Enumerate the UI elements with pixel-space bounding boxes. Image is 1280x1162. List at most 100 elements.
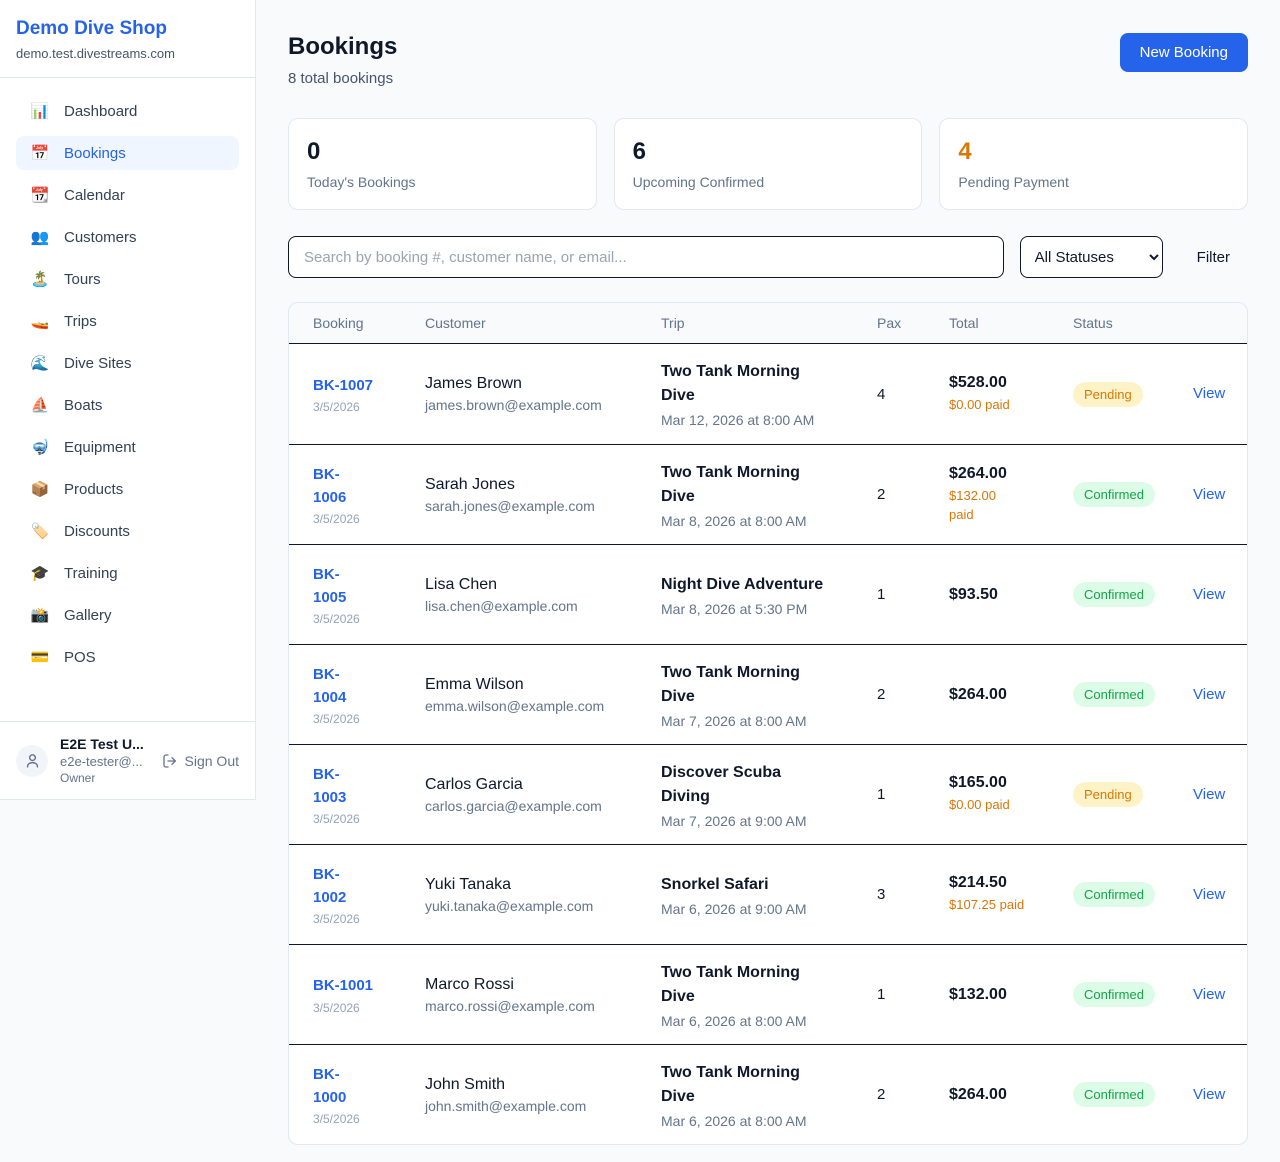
sidebar-item-label: POS — [64, 648, 96, 666]
user-email: e2e-tester@... — [60, 754, 143, 769]
log-out-icon — [162, 753, 176, 768]
customer-name: Sarah Jones — [425, 475, 515, 493]
column-header-booking: Booking — [313, 315, 364, 331]
view-link[interactable]: View — [1193, 785, 1226, 803]
booking-number-link[interactable]: BK- 1004 — [313, 665, 347, 706]
page-title: Bookings — [288, 33, 398, 60]
status-cell: Confirmed — [1073, 682, 1193, 707]
stat-label: Today's Bookings — [307, 174, 416, 190]
customer-name: Marco Rossi — [425, 975, 514, 993]
filter-button[interactable]: Filter — [1179, 249, 1248, 266]
booking-number-link[interactable]: BK- 1003 — [313, 765, 347, 806]
column-header-customer: Customer — [425, 315, 486, 331]
brand-name: Demo Dive Shop — [16, 18, 167, 39]
sidebar-item[interactable]: 📆 Calendar — [16, 178, 239, 212]
customer-name: Carlos Garcia — [425, 775, 523, 793]
status-cell: Pending — [1073, 782, 1193, 807]
stat-label: Upcoming Confirmed — [632, 174, 765, 190]
sidebar-item[interactable]: 🚤 Trips — [16, 304, 239, 338]
sidebar-item[interactable]: 💳 POS — [16, 640, 239, 674]
booking-date: 3/5/2026 — [313, 512, 360, 527]
booking-number-link[interactable]: BK-1007 — [313, 376, 374, 394]
status-cell: Pending — [1073, 381, 1193, 407]
sidebar-item[interactable]: 🤿 Equipment — [16, 430, 239, 464]
trip-cell: Two Tank Morning Dive Mar 8, 2026 at 8:0… — [661, 461, 877, 529]
sidebar-item[interactable]: 🎓 Training — [16, 556, 239, 590]
customer-name: Yuki Tanaka — [425, 875, 511, 893]
sidebar-item[interactable]: 📅 Bookings — [16, 136, 239, 170]
diving-mask-icon: 🤿 — [30, 439, 50, 456]
trip-time: Mar 7, 2026 at 9:00 AM — [661, 812, 807, 829]
sign-out-button[interactable]: Sign Out — [162, 753, 239, 769]
status-badge: Pending — [1073, 782, 1143, 807]
view-link[interactable]: View — [1193, 385, 1226, 402]
sidebar-item[interactable]: 👥 Customers — [16, 220, 239, 254]
pax-cell: 2 — [877, 1086, 886, 1103]
sidebar-item[interactable]: 🏝️ Tours — [16, 262, 239, 296]
stats-cards: 0 Today's Bookings 6 Upcoming Confirmed … — [288, 118, 1248, 210]
table-row: BK- 1005 3/5/2026 Lisa Chen lisa.chen@ex… — [289, 544, 1247, 644]
trip-time: Mar 6, 2026 at 9:00 AM — [661, 900, 807, 917]
brand: Demo Dive Shop demo.test.divestreams.com — [0, 0, 255, 78]
booking-cell: BK- 1004 3/5/2026 — [313, 663, 425, 727]
sidebar-item[interactable]: 🏷️ Discounts — [16, 514, 239, 548]
search-input[interactable] — [288, 236, 1004, 278]
total-amount: $132.00 — [949, 985, 1007, 1003]
customer-cell: Carlos Garcia carlos.garcia@example.com — [425, 776, 661, 814]
customer-name: James Brown — [425, 375, 522, 392]
table-row: BK- 1000 3/5/2026 John Smith john.smith@… — [289, 1044, 1247, 1144]
sidebar: Demo Dive Shop demo.test.divestreams.com… — [0, 0, 256, 800]
actions-cell: View — [1193, 986, 1231, 1004]
sidebar-item-label: Equipment — [64, 438, 136, 456]
tag-icon: 🏷️ — [30, 523, 50, 540]
sidebar-item[interactable]: 🌊 Dive Sites — [16, 346, 239, 380]
table-row: BK- 1003 3/5/2026 Carlos Garcia carlos.g… — [289, 744, 1247, 844]
status-select[interactable]: All Statuses — [1019, 236, 1163, 278]
booking-number-link[interactable]: BK- 1005 — [313, 565, 347, 606]
total-paid: $0.00 paid — [949, 396, 1010, 412]
view-link[interactable]: View — [1193, 1085, 1226, 1103]
customer-cell: Emma Wilson emma.wilson@example.com — [425, 676, 661, 714]
trip-time: Mar 6, 2026 at 8:00 AM — [661, 1112, 807, 1129]
sidebar-item-label: Customers — [64, 228, 137, 246]
booking-number-link[interactable]: BK- 1000 — [313, 1065, 347, 1106]
trip-cell: Snorkel Safari Mar 6, 2026 at 9:00 AM — [661, 873, 877, 917]
sidebar-item-label: Dive Sites — [64, 354, 132, 372]
sidebar-item[interactable]: ⛵ Boats — [16, 388, 239, 422]
page-header: Bookings 8 total bookings New Booking — [288, 33, 1248, 87]
total-amount: $165.00 — [949, 774, 1007, 792]
actions-cell: View — [1193, 486, 1231, 504]
view-link[interactable]: View — [1193, 685, 1226, 703]
pax-cell: 4 — [877, 385, 886, 403]
sidebar-item-label: Training — [64, 564, 118, 582]
actions-cell: View — [1193, 586, 1231, 604]
bar-chart-icon: 📊 — [30, 103, 50, 120]
trip-name: Night Dive Adventure — [661, 575, 824, 593]
column-header-trip: Trip — [661, 315, 685, 331]
view-link[interactable]: View — [1193, 885, 1226, 903]
view-link[interactable]: View — [1193, 485, 1226, 503]
sidebar-item[interactable]: 📦 Products — [16, 472, 239, 506]
total-cell: $214.50 $107.25 paid — [949, 874, 1073, 915]
total-amount: $264.00 — [949, 1085, 1007, 1103]
sidebar-item-label: Boats — [64, 396, 103, 414]
view-link[interactable]: View — [1193, 585, 1226, 603]
stat-card: 6 Upcoming Confirmed — [613, 118, 923, 210]
booking-cell: BK-1001 3/5/2026 — [313, 974, 425, 1014]
booking-number-link[interactable]: BK-1001 — [313, 977, 374, 995]
sidebar-item[interactable]: 📸 Gallery — [16, 598, 239, 632]
view-link[interactable]: View — [1193, 985, 1226, 1003]
booking-number-link[interactable]: BK- 1006 — [313, 465, 347, 506]
calendar-icon: 📅 — [30, 145, 50, 162]
stat-card: 4 Pending Payment — [939, 118, 1248, 210]
island-icon: 🏝️ — [30, 271, 50, 288]
status-cell: Confirmed — [1073, 1082, 1193, 1107]
table-row: BK- 1002 3/5/2026 Yuki Tanaka yuki.tanak… — [289, 844, 1247, 944]
page-heading-group: Bookings 8 total bookings — [288, 33, 397, 87]
sidebar-item[interactable]: 📊 Dashboard — [16, 94, 239, 128]
status-badge: Confirmed — [1073, 882, 1155, 907]
new-booking-button[interactable]: New Booking — [1119, 33, 1248, 72]
stat-label: Pending Payment — [958, 174, 1069, 190]
total-amount: $214.50 — [949, 874, 1007, 892]
booking-number-link[interactable]: BK- 1002 — [313, 865, 347, 906]
